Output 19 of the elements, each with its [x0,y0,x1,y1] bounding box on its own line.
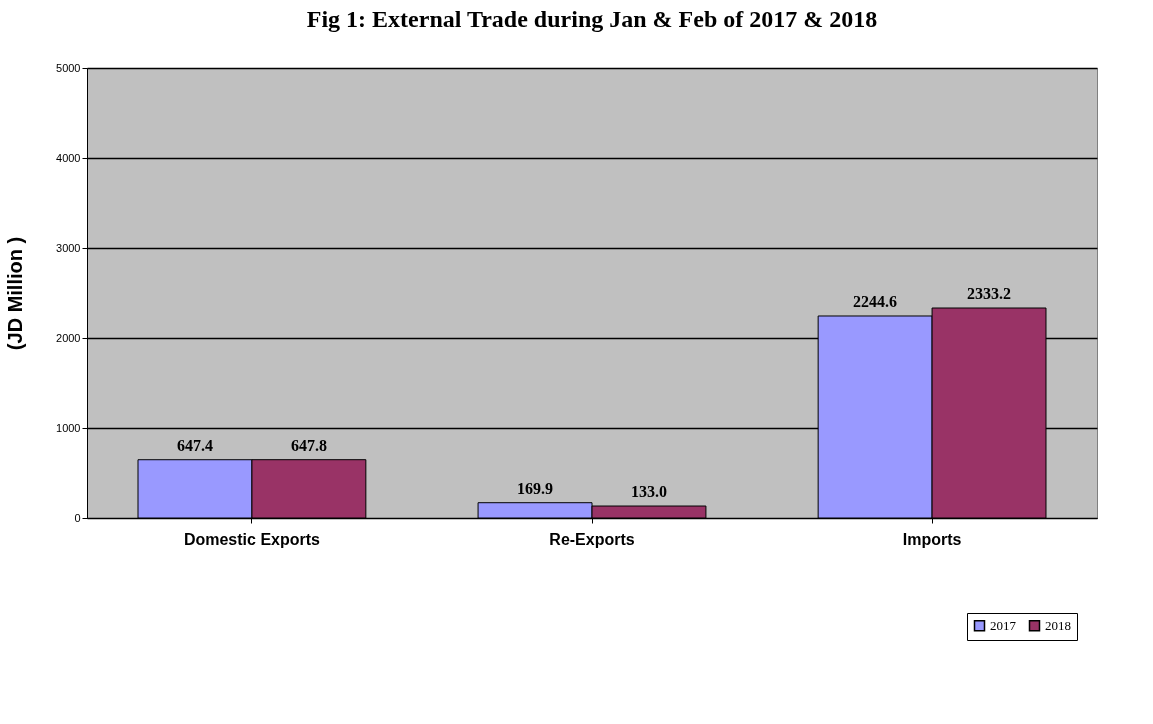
y-tick-label: 5000 [56,61,81,74]
x-tick-label: Imports [902,530,962,548]
y-axis-title: (JD Million ) [4,236,27,351]
data-label: 2244.6 [853,292,898,310]
y-tick-label: 1000 [56,421,81,434]
x-tick-label: Domestic Exports [183,530,321,548]
chart-title: Fig 1: External Trade during Jan & Feb of 2017 & 2018 [306,6,878,32]
data-label: 647.4 [176,436,213,454]
legend-label: 2017 [990,617,1017,633]
data-label: 133.0 [630,483,667,501]
x-tick-label: Re-Exports [549,530,635,548]
data-label: 169.9 [517,479,554,497]
y-tick-label: 0 [74,511,81,524]
data-label: 647.8 [290,436,327,454]
legend-label: 2018 [1045,617,1071,633]
y-tick-label: 3000 [56,241,81,254]
y-tick-label: 4000 [56,151,81,164]
y-tick-label: 2000 [56,331,81,344]
data-label: 2333.2 [967,285,1012,303]
